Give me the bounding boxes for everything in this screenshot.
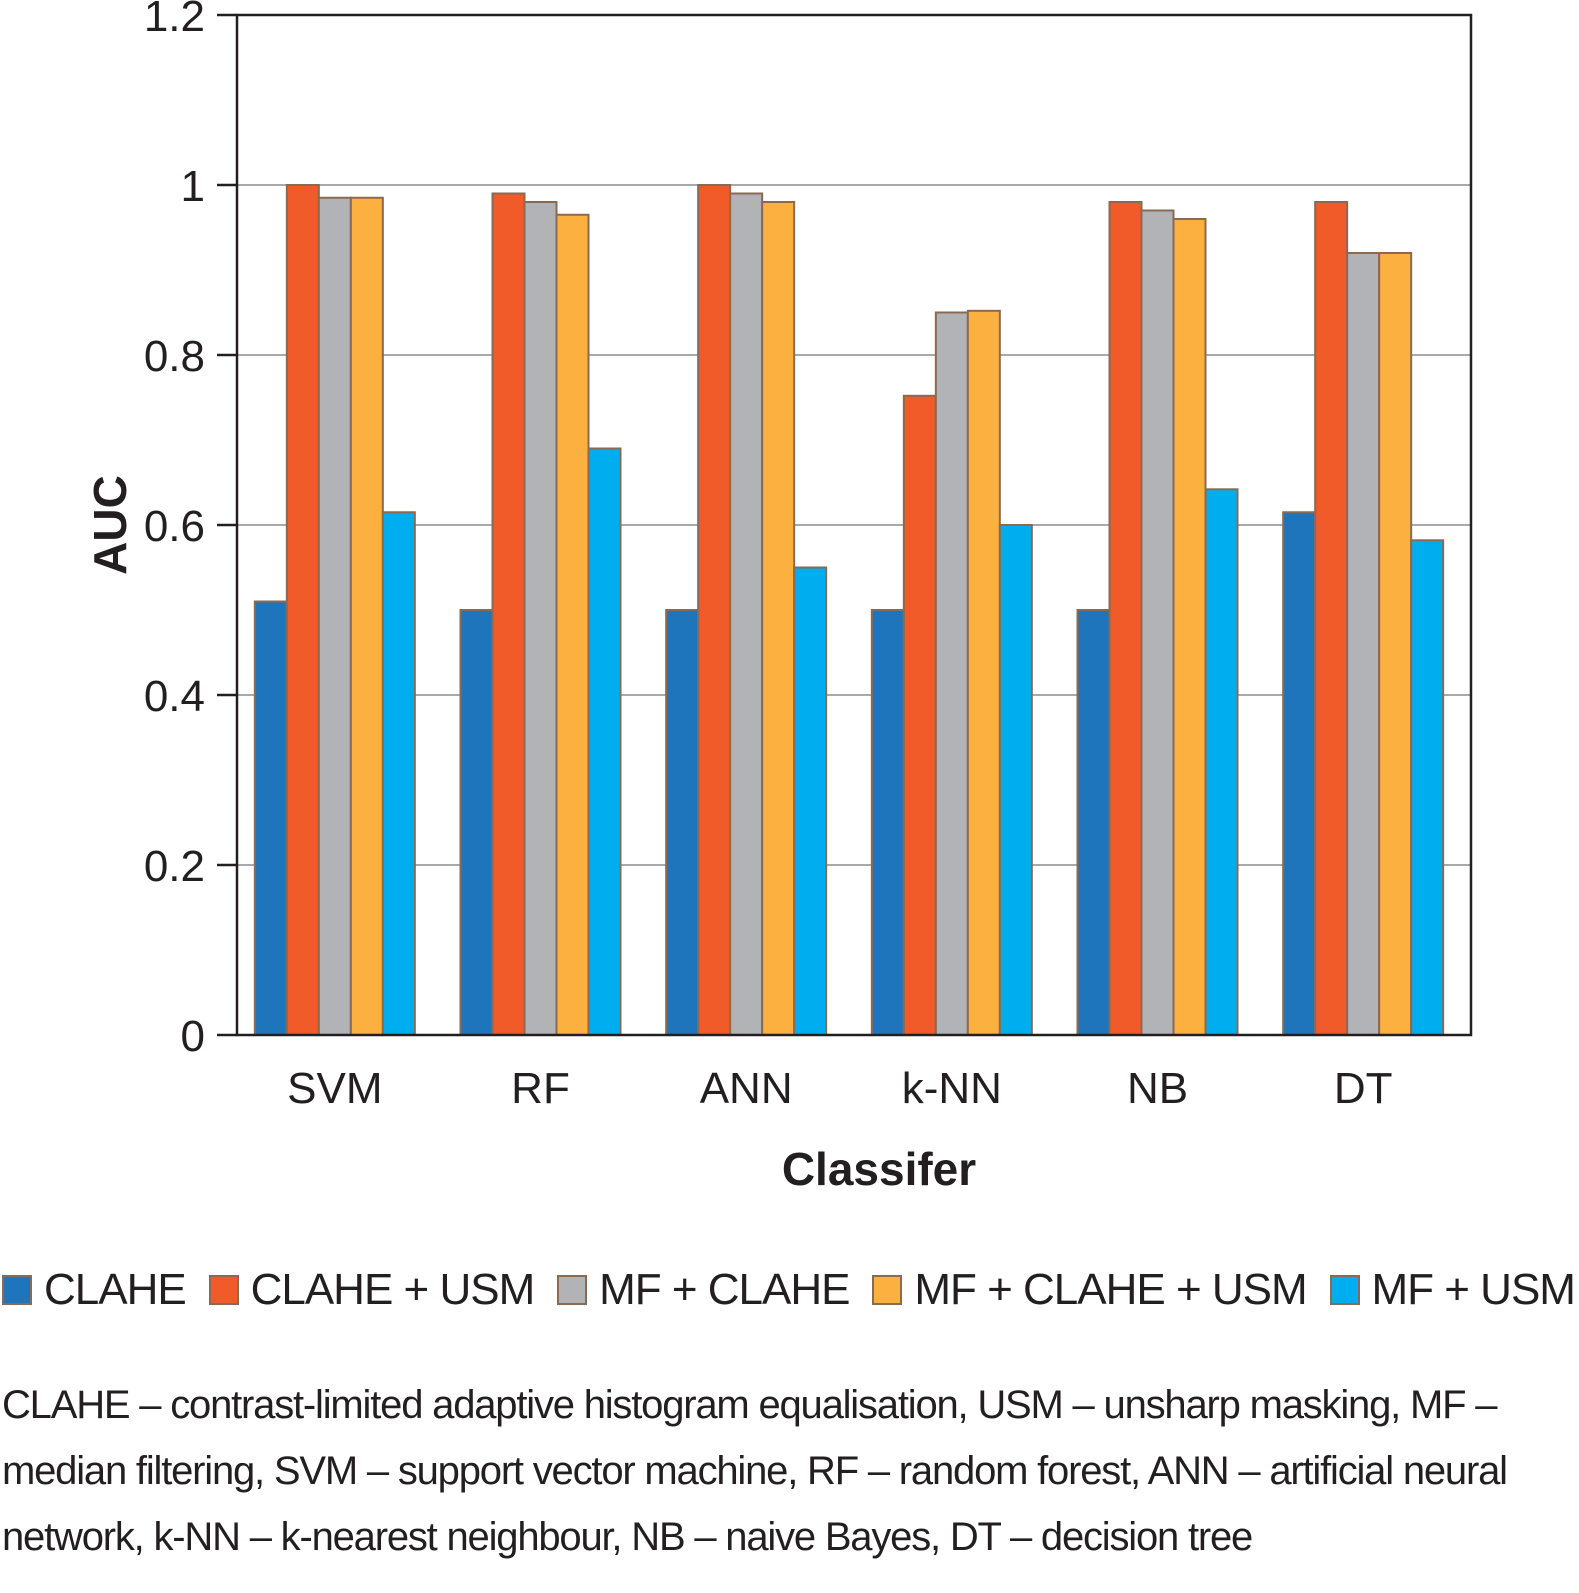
- bar: [1314, 201, 1349, 1036]
- bar: [1378, 252, 1413, 1036]
- tick-labels: 0 0.2 0.4 0.6 0.8 1 1.2 SVM RF ANN k-NN NB DT: [144, 0, 1393, 1113]
- legend-label: CLAHE + USM: [250, 1265, 536, 1314]
- legend-item: CLAHE + USM: [208, 1265, 536, 1315]
- x-tick-label: NB: [1127, 1064, 1188, 1113]
- bar: [1140, 209, 1175, 1036]
- bar: [870, 609, 905, 1036]
- bar: [761, 201, 796, 1036]
- bar: [934, 311, 969, 1036]
- legend-swatch: [208, 1275, 239, 1305]
- bar: [665, 609, 700, 1036]
- y-tick-label: 0.8: [144, 332, 205, 381]
- y-tick-label: 0.2: [144, 842, 205, 891]
- legend-label: MF + CLAHE: [599, 1265, 850, 1314]
- legend-item: MF + CLAHE: [557, 1265, 850, 1315]
- y-tick-label: 0: [181, 1012, 205, 1061]
- bar: [966, 309, 1001, 1036]
- bar: [1410, 539, 1445, 1036]
- bar: [1172, 218, 1207, 1036]
- bar-chart: 0 0.2 0.4 0.6 0.8 1 1.2 SVM RF ANN k-NN NB DT Classi…: [84, 0, 1473, 1195]
- footnote: CLAHE – contrast-limited adaptive histog…: [2, 1383, 1508, 1559]
- bar: [349, 196, 384, 1036]
- bar: [1108, 201, 1143, 1036]
- legend-label: CLAHE: [44, 1265, 187, 1314]
- legend-label: MF + USM: [1371, 1265, 1576, 1314]
- bar: [491, 192, 526, 1036]
- bar: [587, 447, 622, 1036]
- y-tick-label: 0.6: [144, 502, 205, 551]
- gridlines: [237, 184, 1471, 866]
- x-tick-label: k-NN: [902, 1064, 1002, 1113]
- y-tick-label: 1: [181, 162, 205, 211]
- bar: [729, 192, 764, 1036]
- y-tick-label: 0.4: [144, 672, 205, 721]
- legend-item: MF + CLAHE + USM: [872, 1265, 1308, 1315]
- bar: [555, 213, 590, 1036]
- bar: [793, 566, 828, 1036]
- legend-swatch: [557, 1275, 588, 1305]
- legend-item: CLAHE: [2, 1265, 187, 1315]
- axes: [217, 13, 1473, 1037]
- x-tick-label: ANN: [700, 1064, 793, 1113]
- bar: [998, 524, 1033, 1036]
- bar: [1076, 609, 1111, 1036]
- x-axis-title: Classifer: [782, 1143, 976, 1195]
- legend-swatch: [1329, 1275, 1360, 1305]
- legend-label: MF + CLAHE + USM: [914, 1265, 1307, 1314]
- bar: [523, 201, 558, 1036]
- legend-swatch: [872, 1275, 903, 1305]
- bar: [1346, 252, 1381, 1036]
- bar: [317, 196, 352, 1036]
- plot-frame: [235, 13, 1473, 1037]
- bars: [253, 184, 1445, 1036]
- bar: [1282, 511, 1317, 1036]
- legend: CLAHE CLAHE + USM MF + CLAHE MF + CLAHE + U…: [0, 1250, 1579, 1330]
- x-tick-label: DT: [1334, 1064, 1393, 1113]
- bar: [1204, 488, 1239, 1036]
- bar: [902, 394, 937, 1036]
- x-tick-label: SVM: [287, 1064, 382, 1113]
- legend-item: MF + USM: [1329, 1265, 1576, 1315]
- bar: [285, 184, 320, 1036]
- y-axis-title: AUC: [84, 475, 136, 575]
- x-tick-label: RF: [511, 1064, 570, 1113]
- bar: [381, 511, 416, 1036]
- bar: [253, 600, 288, 1036]
- y-tick-label: 1.2: [144, 0, 205, 41]
- bar: [459, 609, 494, 1036]
- bar: [697, 184, 732, 1036]
- legend-swatch: [2, 1275, 32, 1305]
